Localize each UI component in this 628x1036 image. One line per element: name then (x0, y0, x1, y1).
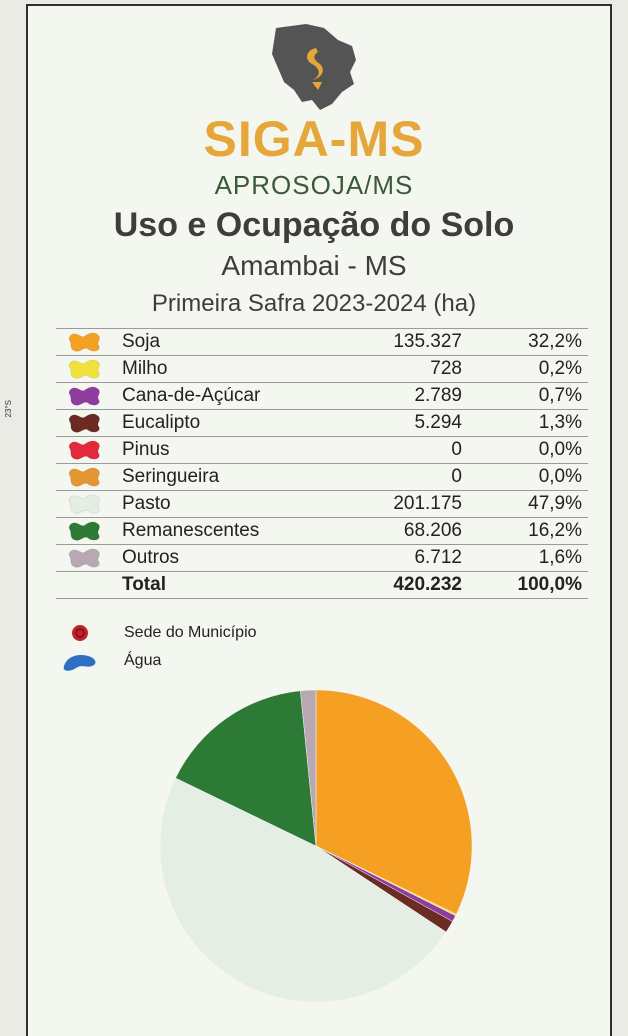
latitude-tick-label: 23°S (4, 400, 13, 418)
legend-row: Milho 728 0,2% (56, 355, 588, 383)
legend-percent: 32,2% (462, 328, 588, 356)
legend-row: Pinus 0 0,0% (56, 436, 588, 464)
legend-total-row: Total 420.232 100,0% (56, 571, 588, 599)
legend-area: 68.206 (322, 517, 462, 545)
legend-label: Milho (114, 355, 322, 383)
legend-swatch-icon (56, 382, 114, 410)
land-use-pie-chart (159, 689, 473, 1003)
legend-row: Eucalipto 5.294 1,3% (56, 409, 588, 437)
legend-area: 728 (322, 355, 462, 383)
legend-percent: 47,9% (462, 490, 588, 518)
legend-label: Pasto (114, 490, 322, 518)
state-map-logo-icon (272, 24, 356, 110)
legend-percent: 0,2% (462, 355, 588, 383)
legend-percent: 16,2% (462, 517, 588, 545)
legend-area: 201.175 (322, 490, 462, 518)
land-use-legend-table: Soja 135.327 32,2% Milho 728 0,2% Cana-de-Açúc… (56, 328, 588, 599)
legend-label: Seringueira (114, 463, 322, 491)
legend-row: Cana-de-Açúcar 2.789 0,7% (56, 382, 588, 410)
legend-swatch-icon (56, 490, 114, 518)
pie-slice-pasto (159, 777, 447, 1003)
total-label: Total (114, 571, 322, 599)
legend-label: Outros (114, 544, 322, 572)
map-subtitle: Primeira Safra 2023-2024 (ha) (151, 290, 477, 317)
legend-label: Cana-de-Açúcar (114, 382, 322, 410)
legend-row: Pasto 201.175 47,9% (56, 490, 588, 518)
legend-area: 0 (322, 463, 462, 491)
pie-slice-outros (300, 689, 317, 847)
brand-name: SIGA-MS (203, 111, 425, 167)
legend-swatch-icon (56, 463, 114, 491)
legend-percent: 1,6% (462, 544, 588, 572)
legend-row: Soja 135.327 32,2% (56, 328, 588, 356)
legend-swatch-icon (56, 544, 114, 572)
pie-slice-soja (315, 689, 473, 915)
legend-row: Seringueira 0 0,0% (56, 463, 588, 491)
red-circle-icon (72, 625, 88, 641)
map-location: Amambai - MS (221, 250, 407, 281)
legend-swatch-icon (56, 517, 114, 545)
legend-label: Soja (114, 328, 322, 356)
legend-percent: 0,0% (462, 463, 588, 491)
water-blob-icon (63, 655, 96, 671)
legend-swatch-icon (56, 436, 114, 464)
legend-area: 5.294 (322, 409, 462, 437)
legend-row: Outros 6.712 1,6% (56, 544, 588, 572)
legend-swatch-icon (56, 409, 114, 437)
map-title: Uso e Ocupação do Solo (113, 206, 515, 244)
pie-slice-remanescentes (175, 690, 317, 847)
legend-area: 0 (322, 436, 462, 464)
legend-sede-label: Sede do Município (124, 624, 257, 641)
legend-percent: 0,0% (462, 436, 588, 464)
legend-swatch-icon (56, 355, 114, 383)
total-area: 420.232 (322, 571, 462, 599)
legend-percent: 0,7% (462, 382, 588, 410)
legend-row: Remanescentes 68.206 16,2% (56, 517, 588, 545)
legend-percent: 1,3% (462, 409, 588, 437)
legend-area: 6.712 (322, 544, 462, 572)
legend-label: Remanescentes (114, 517, 322, 545)
legend-label: Pinus (114, 436, 322, 464)
brand-subtitle: APROSOJA/MS (214, 170, 414, 200)
legend-label: Eucalipto (114, 409, 322, 437)
legend-area: 2.789 (322, 382, 462, 410)
legend-swatch-icon (56, 328, 114, 356)
legend-area: 135.327 (322, 328, 462, 356)
total-percent: 100,0% (462, 571, 588, 599)
legend-agua-label: Água (124, 652, 162, 669)
